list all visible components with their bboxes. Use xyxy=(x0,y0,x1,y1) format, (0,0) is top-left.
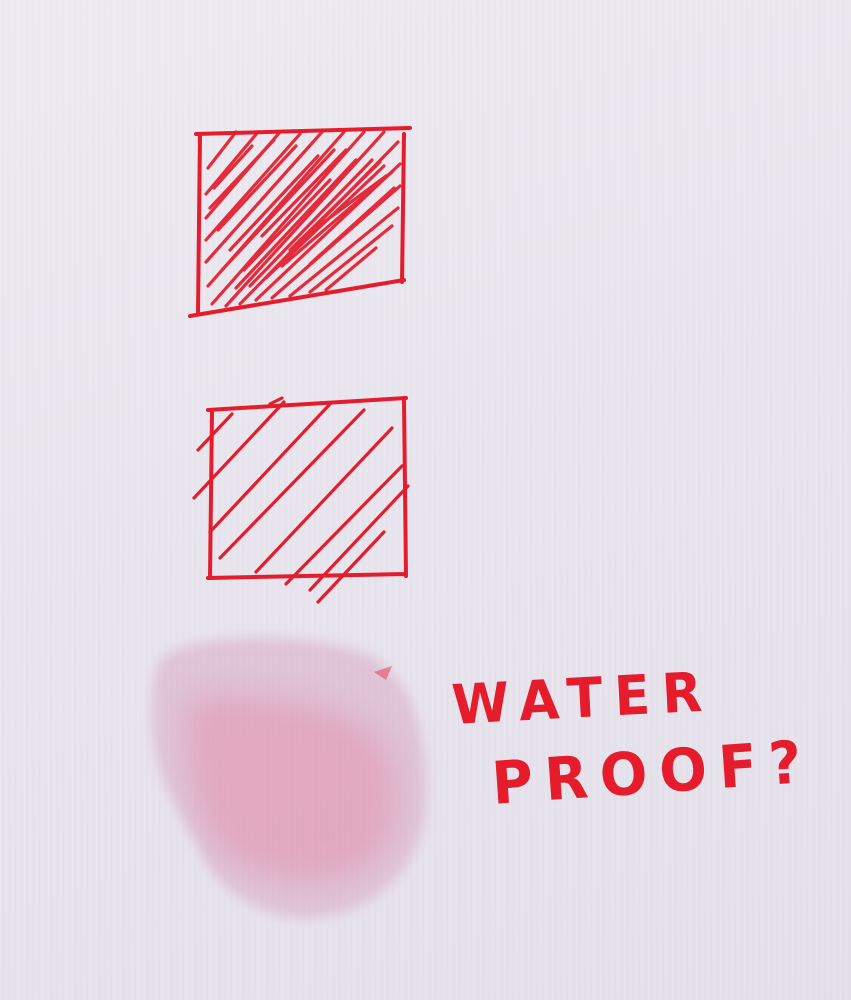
filled-square xyxy=(188,126,412,318)
hatched-square xyxy=(192,396,410,604)
filled-square-scribble xyxy=(204,130,402,308)
water-stain-core xyxy=(186,696,397,881)
water-stain-tail xyxy=(374,666,392,680)
hatched-square-lines xyxy=(192,396,410,604)
water-stain xyxy=(151,637,427,919)
